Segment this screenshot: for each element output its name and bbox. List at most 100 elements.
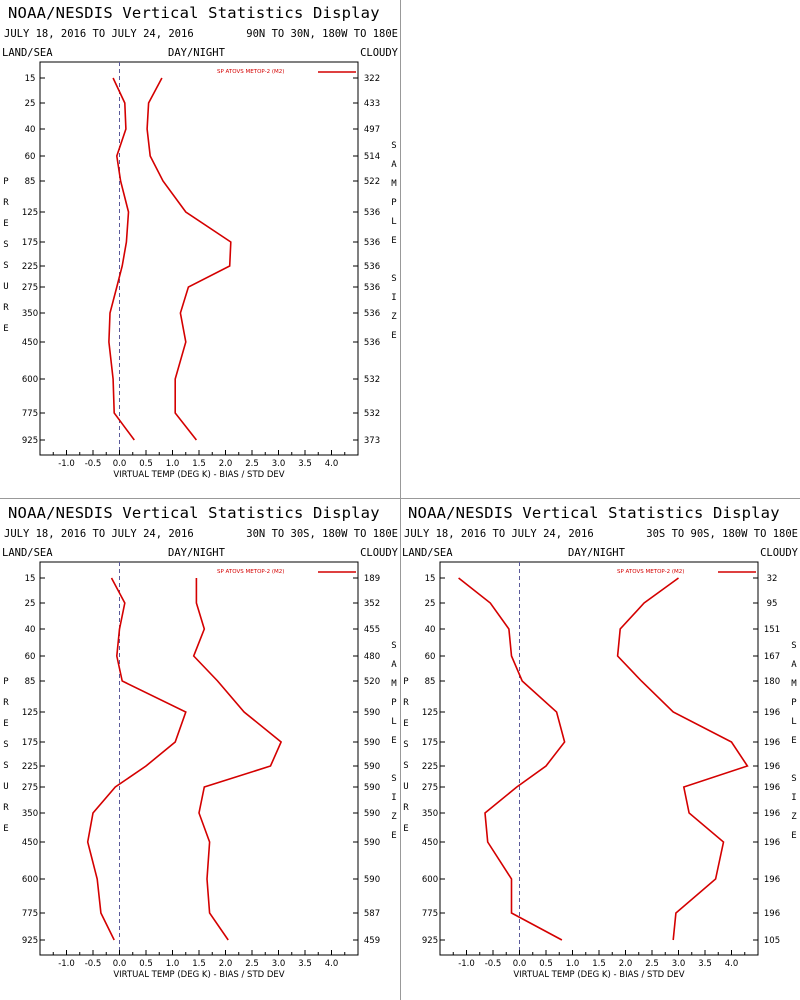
y-axis-label-letter: S [3, 740, 8, 750]
sample-size-label: 459 [364, 936, 380, 946]
x-tick-label: 1.5 [192, 959, 206, 969]
y2-axis-label-letter: E [791, 831, 796, 841]
sample-size-label: 322 [364, 74, 380, 84]
sample-size-label: 480 [364, 652, 380, 662]
y-axis-label-letter: R [403, 698, 409, 708]
sample-size-label: 590 [364, 783, 380, 793]
y-axis-label-letter: R [3, 198, 9, 208]
pressure-level-label: 450 [22, 838, 38, 848]
x-tick-label: -0.5 [85, 459, 102, 469]
y2-axis-label-letter: P [391, 198, 397, 208]
y2-axis-label-letter: S [391, 641, 396, 651]
pressure-level-label: 225 [22, 262, 38, 272]
pressure-level-label: 350 [22, 309, 38, 319]
sky-label: CLOUDY [760, 547, 798, 559]
sample-size-label: 536 [364, 208, 380, 218]
y-axis-label-letter: E [3, 719, 8, 729]
pressure-level-label: 175 [22, 238, 38, 248]
pressure-level-label: 225 [422, 762, 438, 772]
sample-size-label: 497 [364, 125, 380, 135]
y-axis-label-letter: R [3, 803, 9, 813]
pressure-level-label: 275 [22, 783, 38, 793]
x-tick-label: 4.0 [725, 959, 739, 969]
y-axis-label-letter: U [3, 782, 8, 792]
pressure-level-label: 925 [422, 936, 438, 946]
time-label: DAY/NIGHT [568, 547, 625, 559]
sample-size-label: 32 [767, 574, 778, 584]
sample-size-label: 196 [764, 762, 780, 772]
y2-axis-label-letter: I [791, 793, 796, 803]
x-tick-label: 1.0 [166, 959, 180, 969]
pressure-level-label: 775 [22, 409, 38, 419]
date-range: JULY 18, 2016 TO JULY 24, 2016 [4, 28, 194, 40]
y-axis-label-letter: S [3, 240, 8, 250]
sample-size-label: 196 [764, 875, 780, 885]
y2-axis-label-letter: A [391, 660, 397, 670]
sample-size-label: 196 [764, 708, 780, 718]
x-tick-label: 2.0 [219, 459, 233, 469]
x-tick-label: -0.5 [485, 959, 502, 969]
sample-size-label: 105 [764, 936, 780, 946]
y-axis-label-letter: E [403, 824, 408, 834]
y2-axis-label-letter: E [391, 831, 396, 841]
pressure-level-label: 175 [422, 738, 438, 748]
pressure-level-label: 25 [25, 599, 36, 609]
bias-series-line [108, 77, 135, 441]
x-tick-label: -1.0 [58, 959, 75, 969]
y2-axis-label-letter: Z [791, 812, 797, 822]
pressure-level-label: 125 [22, 708, 38, 718]
vertical-profile-chart: -1.0 -0.5 0.0 0.5 1.0 1.5 2.0 2.5 3.0 3.5 4.0 VIRTU… [3, 61, 397, 480]
pressure-level-label: 15 [425, 574, 436, 584]
y-axis-label-letter: E [3, 824, 8, 834]
x-tick-label: 1.5 [592, 959, 606, 969]
y2-axis-label-letter: M [391, 179, 397, 189]
x-tick-label: 4.0 [325, 459, 339, 469]
time-label: DAY/NIGHT [168, 47, 225, 59]
x-tick-label: 1.0 [566, 959, 580, 969]
y2-axis-label-letter: L [791, 717, 796, 727]
y-axis-label-letter: S [3, 261, 8, 271]
x-tick-label: 3.0 [272, 459, 286, 469]
pressure-level-label: 60 [25, 652, 36, 662]
y2-axis-label-letter: L [391, 717, 396, 727]
sample-size-label: 180 [764, 677, 780, 687]
region-label: 30S TO 90S, 180W TO 180E [646, 528, 798, 540]
date-range: JULY 18, 2016 TO JULY 24, 2016 [404, 528, 594, 540]
pressure-level-label: 25 [25, 99, 36, 109]
sample-size-label: 522 [364, 177, 380, 187]
x-tick-label: 0.5 [139, 959, 153, 969]
pressure-level-label: 350 [22, 809, 38, 819]
sample-size-label: 514 [364, 152, 380, 162]
y-axis-label-letter: R [403, 803, 409, 813]
y-axis-label-letter: P [3, 677, 9, 687]
pressure-level-label: 775 [22, 909, 38, 919]
sample-size-label: 189 [364, 574, 380, 584]
x-tick-label: 2.5 [645, 959, 659, 969]
y2-axis-label-letter: S [391, 774, 396, 784]
x-tick-label: 3.5 [298, 959, 312, 969]
pressure-level-label: 600 [422, 875, 438, 885]
sample-size-label: 587 [364, 909, 380, 919]
y-axis-label-letter: E [3, 324, 8, 334]
pressure-level-label: 125 [422, 708, 438, 718]
bias-series-line [458, 577, 566, 941]
plot-frame [39, 61, 359, 456]
pressure-level-label: 600 [22, 375, 38, 385]
sample-size-label: 196 [764, 909, 780, 919]
sample-size-label: 536 [364, 283, 380, 293]
pressure-level-label: 40 [25, 625, 36, 635]
x-tick-label: 3.5 [698, 959, 712, 969]
y2-axis-label-letter: Z [391, 312, 397, 322]
stats-panel-tropics: NOAA/NESDIS Vertical Statistics Display … [0, 500, 400, 1000]
y-axis-label-letter: S [3, 761, 8, 771]
x-tick-label: 2.0 [219, 959, 233, 969]
x-tick-label: -1.0 [58, 459, 75, 469]
y2-axis-label-letter: L [391, 217, 396, 227]
pressure-level-label: 85 [25, 677, 36, 687]
y-axis-label-letter: R [3, 698, 9, 708]
pressure-level-label: 25 [425, 599, 436, 609]
y-axis-label-letter: U [3, 282, 8, 292]
pressure-level-label: 85 [25, 177, 36, 187]
y2-axis-label-letter: E [391, 331, 396, 341]
sample-size-label: 590 [364, 708, 380, 718]
